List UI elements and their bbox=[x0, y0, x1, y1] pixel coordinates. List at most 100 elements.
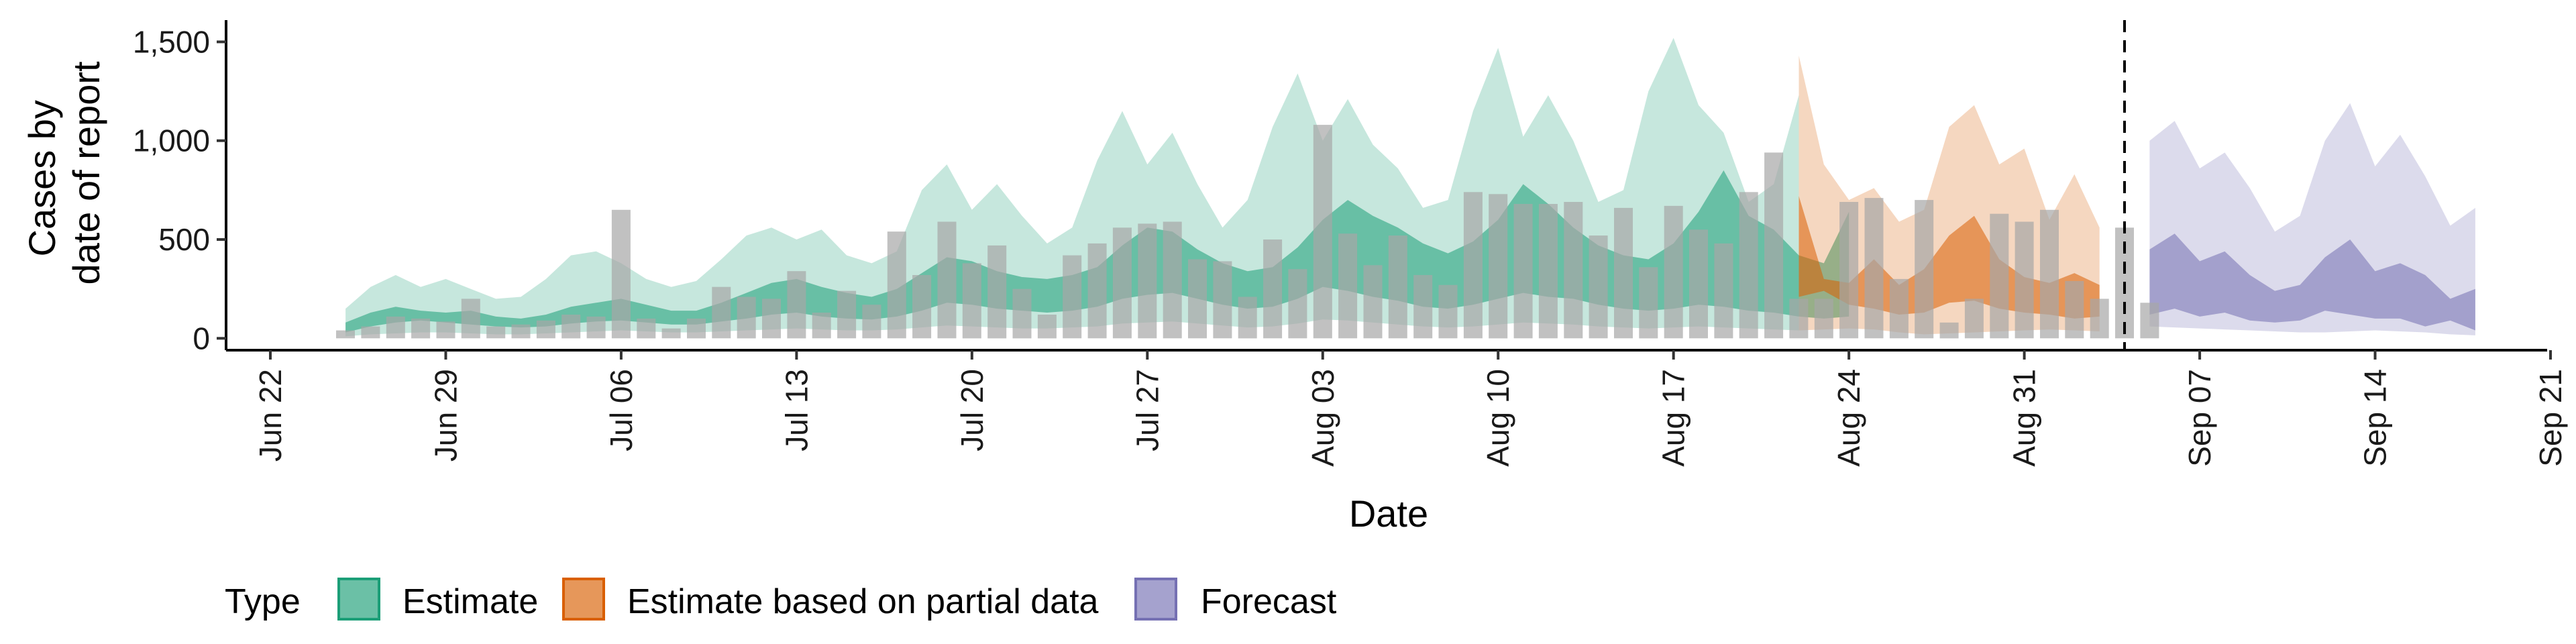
reported-cases-bar bbox=[712, 286, 731, 339]
reported-cases-bar bbox=[536, 320, 555, 339]
reported-cases-bar bbox=[386, 316, 405, 339]
x-tick-label: Aug 31 bbox=[2007, 369, 2042, 467]
reported-cases-bar bbox=[1413, 275, 1433, 339]
reported-cases-bar bbox=[1614, 207, 1633, 339]
reported-cases-bar bbox=[511, 324, 531, 339]
reported-cases-bar bbox=[1513, 204, 1533, 339]
legend-key-forecast bbox=[1134, 578, 1177, 621]
reported-cases-bar bbox=[637, 318, 656, 339]
reported-cases-bar bbox=[1564, 202, 1583, 339]
legend-key-partial bbox=[562, 578, 605, 621]
reported-cases-bar bbox=[1990, 213, 2009, 339]
legend-key-estimate bbox=[337, 578, 380, 621]
reported-cases-bar bbox=[1814, 299, 1833, 339]
reported-cases-bar bbox=[1589, 235, 1608, 339]
reported-cases-bar bbox=[1263, 239, 1283, 339]
reported-cases-bar bbox=[361, 326, 380, 339]
reported-cases-bar bbox=[1789, 299, 1809, 339]
reported-cases-bar bbox=[837, 290, 857, 339]
reported-cases-bar bbox=[1538, 204, 1558, 339]
reported-cases-bars bbox=[336, 125, 2159, 339]
reported-cases-bar bbox=[887, 231, 906, 339]
y-tick-label: 0 bbox=[193, 321, 210, 356]
reported-cases-bar bbox=[1463, 192, 1483, 339]
x-axis-title: Date bbox=[1349, 492, 1428, 535]
reported-cases-bar bbox=[1188, 259, 1207, 339]
x-tick-label: Jun 29 bbox=[429, 369, 464, 462]
y-axis-title-line-2: date of report bbox=[65, 61, 107, 285]
reported-cases-bar bbox=[1839, 202, 1859, 339]
x-tick-label: Jul 06 bbox=[604, 369, 639, 451]
legend: Type Estimate Estimate based on partial … bbox=[225, 578, 1337, 621]
x-tick-label: Sep 07 bbox=[2182, 369, 2217, 467]
reported-cases-bar bbox=[1388, 235, 1407, 339]
x-tick-label: Sep 14 bbox=[2358, 369, 2393, 467]
reported-cases-bar bbox=[1313, 125, 1332, 339]
reported-cases-bar bbox=[1063, 255, 1082, 339]
x-tick-label: Aug 17 bbox=[1656, 369, 1691, 467]
reported-cases-bar bbox=[737, 297, 756, 339]
y-tick-label: 1,500 bbox=[133, 24, 210, 59]
reported-cases-bar bbox=[1939, 322, 1959, 339]
reported-cases-bar bbox=[1489, 194, 1508, 339]
reported-cases-bar bbox=[1438, 284, 1458, 339]
y-tick-label: 500 bbox=[158, 222, 210, 257]
x-tick-label: Jul 13 bbox=[779, 369, 814, 451]
legend-label-estimate: Estimate bbox=[402, 582, 538, 621]
reported-cases-bar bbox=[1238, 297, 1257, 339]
reported-cases-bar bbox=[1163, 221, 1182, 339]
x-tick-label: Jul 20 bbox=[955, 369, 989, 451]
reported-cases-bar bbox=[687, 318, 706, 339]
x-tick-label: Aug 24 bbox=[1831, 369, 1866, 467]
reported-cases-bar bbox=[586, 316, 606, 339]
reported-cases-bar bbox=[1288, 269, 1307, 339]
legend-label-forecast: Forecast bbox=[1201, 582, 1337, 621]
reported-cases-bar bbox=[461, 299, 480, 339]
reported-cases-bar bbox=[1213, 261, 1232, 339]
reported-cases-bar bbox=[1138, 223, 1157, 339]
forecast-band-50 bbox=[2149, 233, 2475, 331]
reported-cases-bar bbox=[1338, 233, 1358, 339]
reported-cases-bar bbox=[561, 315, 581, 339]
reported-cases-bar bbox=[962, 263, 981, 339]
reported-cases-bar bbox=[1739, 192, 1758, 339]
y-axis-title: Cases by date of report bbox=[21, 61, 107, 285]
reported-cases-bar bbox=[1964, 299, 1984, 339]
legend-label-partial: Estimate based on partial data bbox=[627, 582, 1099, 621]
x-tick-label: Aug 10 bbox=[1481, 369, 1515, 467]
x-tick-label: Jul 27 bbox=[1130, 369, 1165, 451]
reported-cases-bar bbox=[661, 328, 681, 339]
reported-cases-bar bbox=[787, 271, 806, 339]
reported-cases-bar bbox=[1864, 198, 1884, 339]
reported-cases-bar bbox=[812, 313, 831, 339]
reported-cases-bar bbox=[1664, 205, 1683, 339]
reported-cases-bar bbox=[436, 321, 455, 339]
legend-title: Type bbox=[225, 582, 301, 621]
reported-cases-bar bbox=[1037, 315, 1057, 339]
reported-cases-bar bbox=[1714, 243, 1733, 339]
reported-cases-bar bbox=[2040, 209, 2059, 339]
reported-cases-bar bbox=[2065, 280, 2084, 339]
y-axis-title-line-1: Cases by bbox=[21, 100, 63, 256]
reported-cases-bar bbox=[2090, 299, 2109, 339]
reported-cases-bar bbox=[611, 209, 631, 339]
reported-cases-bar bbox=[762, 299, 781, 339]
reported-cases-bar bbox=[1639, 267, 1658, 339]
axes: 0 500 1,000 1,500 Jun 22 Jun 29 Jul 06 Jul 13 Ju… bbox=[133, 20, 2568, 467]
reported-cases-bar bbox=[1012, 288, 1032, 339]
reported-cases-bar bbox=[1889, 278, 1909, 339]
reported-cases-bar bbox=[1363, 265, 1383, 339]
x-tick-label: Sep 21 bbox=[2533, 369, 2568, 467]
reported-cases-bar bbox=[336, 330, 355, 339]
reported-cases-bar bbox=[2140, 303, 2159, 339]
y-tick-label: 1,000 bbox=[133, 123, 210, 158]
reported-cases-bar bbox=[486, 326, 506, 339]
reported-cases-bar bbox=[862, 305, 881, 339]
reported-cases-bar bbox=[1915, 200, 1934, 339]
reported-cases-bar bbox=[1764, 152, 1784, 339]
reported-cases-bar bbox=[937, 221, 957, 339]
reported-cases-bar bbox=[2015, 221, 2034, 339]
reported-cases-bar bbox=[1112, 227, 1132, 339]
reported-cases-bar bbox=[1689, 229, 1708, 339]
